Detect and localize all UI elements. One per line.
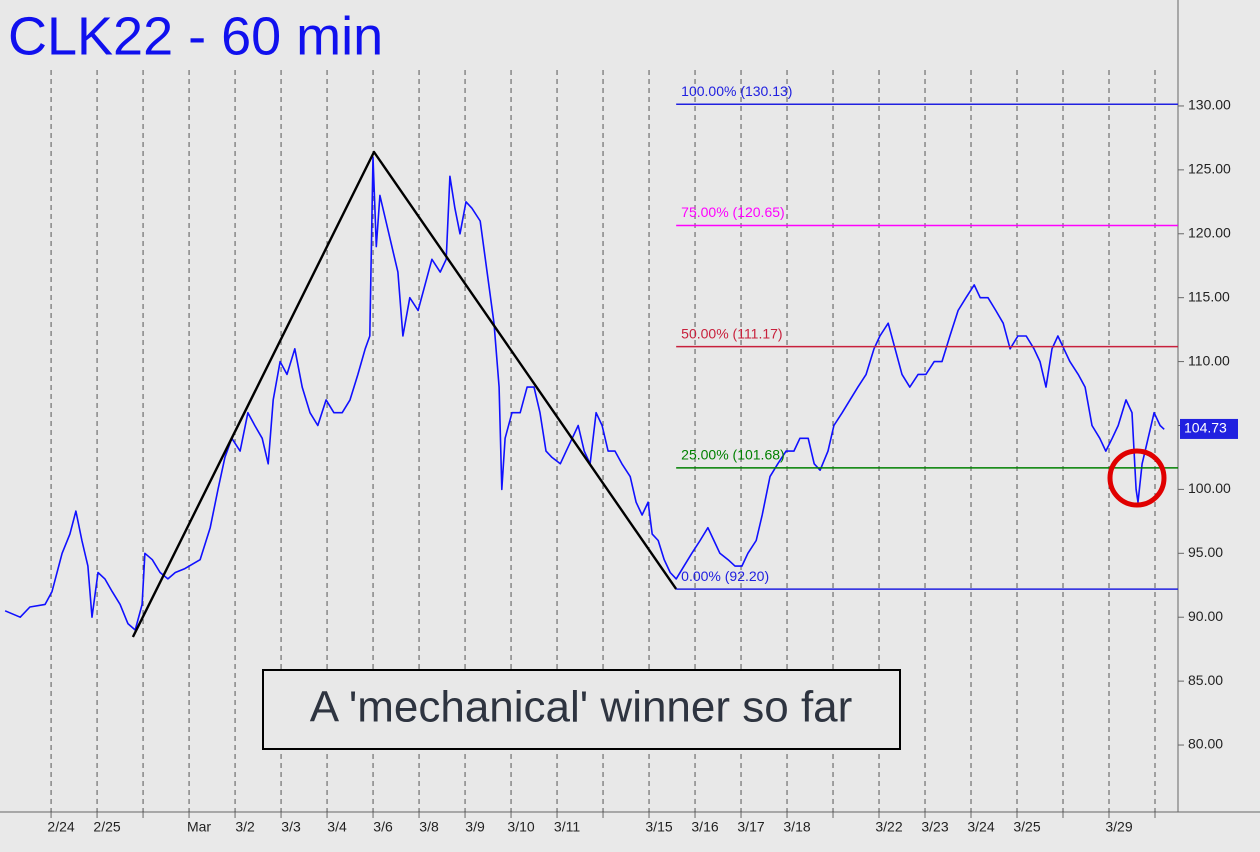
annotation-box: [262, 669, 901, 750]
highlight-circle: [1107, 448, 1167, 508]
y-tick-label: 110.00: [1188, 352, 1230, 368]
chart-title: CLK22 - 60 min: [8, 6, 383, 66]
marks: [4, 103, 1178, 638]
x-tick-label: 3/2: [235, 819, 255, 835]
x-tick-label: 3/9: [465, 819, 485, 835]
y-tick-label: 115.00: [1188, 288, 1230, 304]
x-tick-label: 3/15: [645, 819, 672, 835]
x-tick-label: 3/24: [967, 819, 994, 835]
y-tick-label: 125.00: [1188, 161, 1231, 177]
x-tick-label: 3/4: [327, 819, 347, 835]
fib-label: 100.00% (130.13): [681, 83, 792, 99]
x-tick-label: 3/23: [921, 819, 948, 835]
x-tick-label: 3/25: [1013, 819, 1040, 835]
y-tick-label: 95.00: [1188, 544, 1223, 560]
fib-label: 50.00% (111.17): [681, 325, 782, 341]
x-tick-label: 3/6: [373, 819, 393, 835]
x-tick-label: 2/25: [93, 819, 120, 835]
x-tick-label: 3/17: [737, 819, 764, 835]
fib-label: 25.00% (101.68): [681, 447, 785, 463]
fib-label: 75.00% (120.65): [681, 204, 785, 220]
x-tick-label: 3/11: [554, 819, 580, 835]
fib-label: 0.00% (92.20): [681, 568, 769, 584]
x-tick-label: 3/29: [1105, 819, 1132, 835]
last-price-tag: [1180, 418, 1238, 439]
y-tick-label: 130.00: [1188, 97, 1231, 113]
pattern-line: [131, 150, 678, 638]
x-tick-label: Mar: [187, 819, 211, 835]
x-tick-label: 3/18: [783, 819, 810, 835]
y-tick-label: 85.00: [1188, 672, 1223, 688]
x-tick-label: 3/22: [875, 819, 902, 835]
y-tick-label: 80.00: [1188, 736, 1223, 752]
x-tick-label: 3/3: [281, 819, 301, 835]
y-tick-label: 100.00: [1188, 480, 1231, 496]
x-tick-label: 3/10: [507, 819, 534, 835]
x-tick-label: 3/8: [419, 819, 439, 835]
x-tick-label: 2/24: [47, 819, 74, 835]
y-tick-label: 120.00: [1188, 224, 1231, 240]
y-tick-label: 90.00: [1188, 608, 1223, 624]
annotation: A 'mechanical' winner so far: [310, 683, 853, 732]
grid: [50, 70, 1156, 812]
x-tick-label: 3/16: [691, 819, 718, 835]
last-price-label: 104.73: [1184, 420, 1227, 436]
